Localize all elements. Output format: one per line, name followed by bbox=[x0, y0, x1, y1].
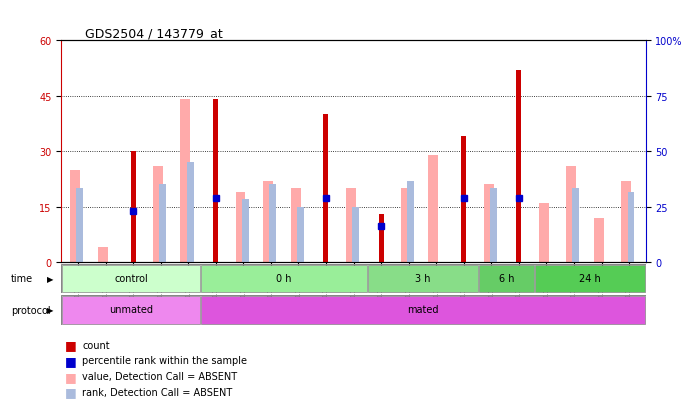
Text: 3 h: 3 h bbox=[415, 273, 431, 283]
Bar bbox=[269, 185, 276, 262]
Text: ■: ■ bbox=[65, 354, 77, 367]
Bar bbox=[297, 207, 304, 262]
Bar bbox=[346, 189, 356, 262]
Text: ■: ■ bbox=[65, 370, 77, 383]
Bar bbox=[214, 100, 218, 262]
Bar bbox=[407, 181, 414, 262]
Bar bbox=[352, 207, 359, 262]
Text: mated: mated bbox=[408, 304, 439, 315]
Bar bbox=[621, 181, 631, 262]
Bar bbox=[290, 189, 301, 262]
Bar bbox=[201, 297, 645, 324]
Bar bbox=[235, 192, 246, 262]
Bar bbox=[62, 297, 200, 324]
Bar bbox=[566, 166, 576, 262]
Bar bbox=[153, 166, 163, 262]
Bar bbox=[484, 185, 493, 262]
Bar bbox=[77, 189, 83, 262]
Bar bbox=[480, 265, 534, 292]
Text: 24 h: 24 h bbox=[579, 273, 601, 283]
Bar bbox=[323, 115, 329, 262]
Text: rank, Detection Call = ABSENT: rank, Detection Call = ABSENT bbox=[82, 387, 232, 397]
Text: count: count bbox=[82, 340, 110, 350]
Bar bbox=[98, 247, 107, 262]
Text: 0 h: 0 h bbox=[276, 273, 292, 283]
Text: unmated: unmated bbox=[109, 304, 153, 315]
Bar bbox=[594, 218, 604, 262]
Text: GDS2504 / 143779_at: GDS2504 / 143779_at bbox=[84, 27, 223, 40]
Bar bbox=[368, 265, 478, 292]
Text: ▶: ▶ bbox=[47, 274, 54, 283]
Text: protocol: protocol bbox=[11, 305, 51, 315]
Text: control: control bbox=[114, 273, 148, 283]
Text: ■: ■ bbox=[65, 385, 77, 399]
Bar bbox=[490, 189, 497, 262]
Bar bbox=[131, 152, 135, 262]
Bar bbox=[263, 181, 273, 262]
Bar bbox=[159, 185, 166, 262]
Text: percentile rank within the sample: percentile rank within the sample bbox=[82, 356, 247, 366]
Text: ▶: ▶ bbox=[47, 306, 54, 315]
Bar bbox=[535, 265, 645, 292]
Bar bbox=[572, 189, 579, 262]
Bar bbox=[378, 214, 384, 262]
Bar bbox=[242, 199, 248, 262]
Text: time: time bbox=[11, 274, 34, 284]
Text: value, Detection Call = ABSENT: value, Detection Call = ABSENT bbox=[82, 371, 237, 381]
Bar bbox=[201, 265, 367, 292]
Bar bbox=[461, 137, 466, 262]
Bar bbox=[539, 203, 549, 262]
Bar bbox=[517, 71, 521, 262]
Bar bbox=[429, 155, 438, 262]
Text: 6 h: 6 h bbox=[499, 273, 514, 283]
Bar bbox=[62, 265, 200, 292]
Bar bbox=[70, 170, 80, 262]
Text: ■: ■ bbox=[65, 338, 77, 351]
Bar bbox=[401, 189, 411, 262]
Bar bbox=[181, 100, 191, 262]
Bar bbox=[628, 192, 634, 262]
Bar bbox=[186, 163, 193, 262]
